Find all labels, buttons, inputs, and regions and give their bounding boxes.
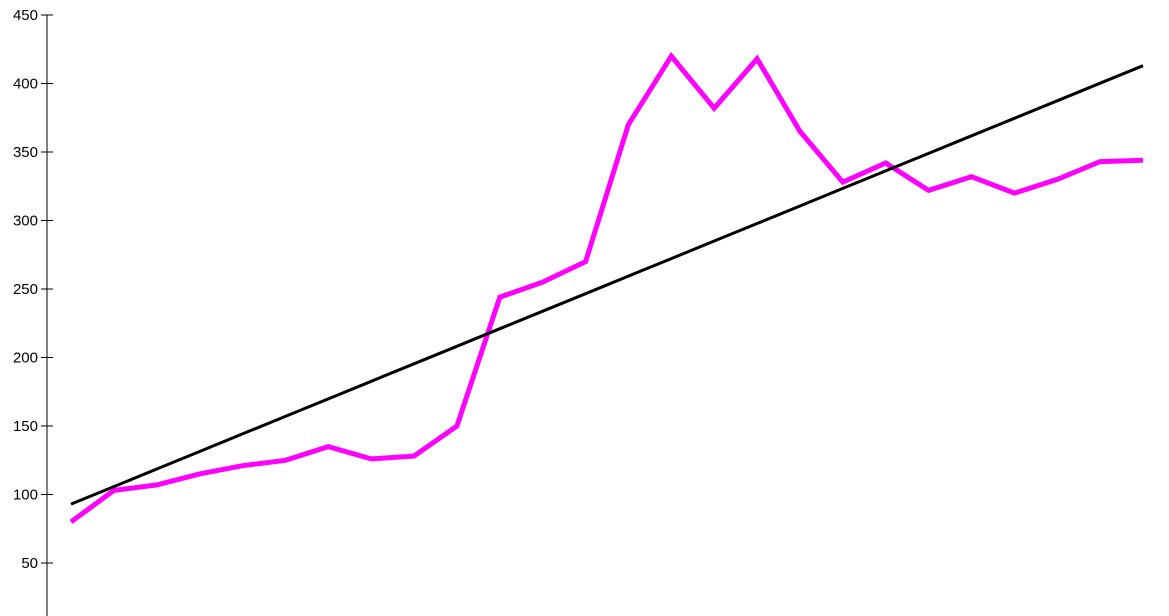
data-series-line bbox=[69, 51, 1144, 524]
y-axis: 50 100 150 200 250 300 350 400 450 bbox=[13, 7, 53, 616]
y-tick-label: 50 bbox=[21, 555, 38, 572]
y-tick-label: 450 bbox=[13, 7, 38, 24]
series-layer bbox=[69, 51, 1144, 524]
y-tick-label: 200 bbox=[13, 350, 38, 367]
y-tick-label: 350 bbox=[13, 144, 38, 161]
y-tick-label: 150 bbox=[13, 418, 38, 435]
y-tick-label: 100 bbox=[13, 487, 38, 504]
y-tick-label: 250 bbox=[13, 281, 38, 298]
y-tick-label: 400 bbox=[13, 76, 38, 93]
y-tick-label: 300 bbox=[13, 213, 38, 230]
trend-line bbox=[70, 64, 1144, 506]
